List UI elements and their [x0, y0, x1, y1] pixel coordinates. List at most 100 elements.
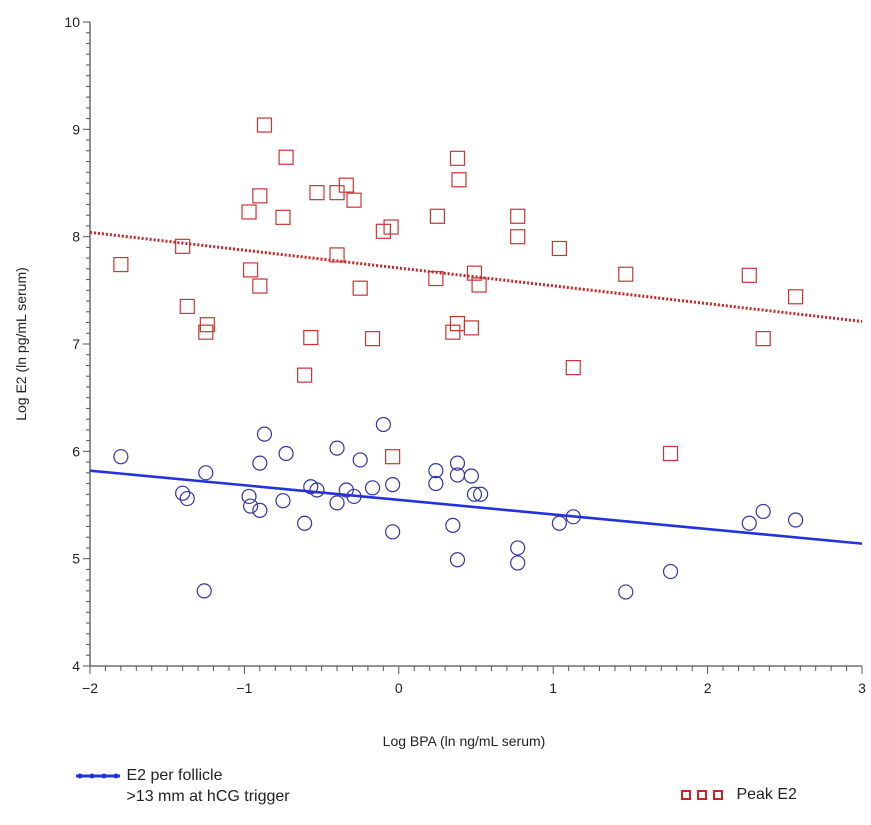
circle-point [445, 517, 461, 533]
square-point [741, 267, 757, 283]
x-axis-title: Log BPA (ln ng/mL serum) [383, 733, 546, 749]
circle-point [179, 490, 195, 507]
y-tick-label: 5 [72, 551, 80, 567]
circle-point [198, 465, 214, 481]
square-point [510, 229, 526, 245]
square-point [256, 117, 273, 133]
circle-point [473, 486, 489, 502]
square-point [179, 298, 195, 315]
square-point [113, 256, 129, 273]
square-point [551, 240, 567, 257]
square-point [463, 320, 479, 336]
legend-peak-e2: Peak E2 [680, 784, 797, 805]
fit-line-series-1 [89, 469, 863, 545]
circle-point [329, 495, 345, 511]
square-point [275, 209, 291, 225]
circle-point [385, 524, 401, 540]
circle-point [252, 455, 268, 471]
square-point [755, 331, 771, 347]
square-point [466, 265, 483, 281]
square-point [428, 270, 444, 287]
circle-point [241, 488, 257, 505]
circle-point [375, 416, 391, 433]
circle-point [510, 555, 526, 571]
legend-label: Peak E2 [736, 786, 797, 803]
circle-point [449, 552, 466, 568]
circle-point [113, 449, 129, 465]
square-point [329, 247, 345, 263]
y-tick-label: 6 [72, 443, 80, 459]
square-point [510, 208, 526, 224]
x-axis: −2 −1 0 1 2 3 [82, 665, 866, 696]
circle-point [275, 493, 291, 509]
square-point [429, 208, 445, 224]
fit-lines [89, 230, 863, 545]
square-point [385, 449, 401, 465]
y-tick-label: 4 [72, 658, 80, 674]
x-tick-label: −2 [82, 680, 98, 696]
square-point [445, 324, 461, 340]
square-point [242, 262, 259, 278]
circle-point [329, 440, 345, 456]
fit-line-series-0 [89, 230, 863, 323]
square-point [252, 278, 268, 294]
square-point [471, 277, 487, 293]
square-point [565, 360, 581, 376]
square-point [618, 266, 634, 282]
circle-point [364, 480, 381, 496]
circle-point [463, 468, 479, 484]
circle-point [175, 485, 191, 501]
square-point [278, 149, 294, 165]
square-point [297, 367, 313, 383]
circle-point [428, 475, 444, 492]
x-tick-label: −1 [236, 680, 252, 696]
square-point [449, 150, 466, 166]
legend-swatch-dotted-squares [681, 789, 723, 800]
square-point [309, 185, 325, 201]
square-point [375, 223, 391, 239]
circle-point [755, 503, 771, 520]
circle-point [309, 482, 325, 498]
square-point [364, 331, 381, 347]
legend-label-line-2: >13 mm at hCG trigger [126, 788, 290, 805]
y-tick-label: 9 [72, 121, 80, 137]
data-points [113, 117, 804, 600]
y-axis: 4 5 6 7 8 9 10 [64, 14, 91, 674]
square-point [662, 445, 679, 462]
circle-point [297, 515, 313, 531]
square-point [241, 204, 257, 220]
square-point [303, 329, 319, 346]
circle-point [510, 540, 526, 556]
circle-point [352, 452, 368, 468]
square-point [199, 317, 215, 333]
square-point [338, 177, 354, 193]
legend-swatch-solid-line [76, 773, 120, 779]
circle-point [385, 477, 401, 493]
circle-point [565, 509, 581, 525]
circle-point [788, 512, 804, 528]
y-axis-title: Log E2 (ln pg/mL serum) [13, 267, 29, 421]
x-tick-label: 3 [858, 680, 866, 696]
square-point [383, 219, 399, 235]
circle-point [449, 455, 466, 471]
circle-point [346, 488, 362, 505]
square-point [252, 188, 268, 204]
y-tick-label: 8 [72, 229, 80, 245]
circle-point [551, 515, 567, 531]
circle-point [196, 583, 212, 599]
legend-e2-per-follicle: E2 per follicle >13 mm at hCG trigger [74, 765, 290, 807]
x-tick-label: 2 [704, 680, 712, 696]
square-point [352, 280, 368, 296]
y-tick-label: 7 [72, 336, 80, 352]
circle-point [741, 515, 757, 531]
legend-label-line-1: E2 per follicle [126, 767, 223, 784]
circle-point [466, 486, 483, 502]
x-tick-label: 0 [395, 680, 403, 696]
square-point [788, 289, 804, 305]
circle-point [256, 426, 273, 442]
x-tick-label: 1 [549, 680, 557, 696]
circle-point [278, 445, 294, 462]
circle-point [662, 563, 679, 580]
square-point [451, 172, 467, 188]
